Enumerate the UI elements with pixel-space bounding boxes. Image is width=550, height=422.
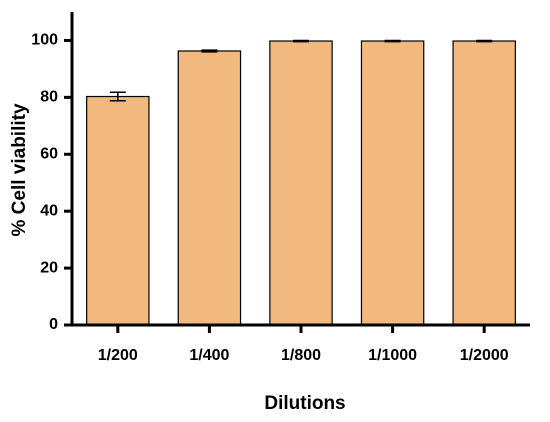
bar <box>177 50 242 326</box>
error-bar <box>293 39 309 43</box>
bar <box>452 40 516 326</box>
x-tick-label: 1/1000 <box>368 347 417 364</box>
y-tick-label: 100 <box>31 32 58 49</box>
bar <box>269 40 333 326</box>
y-tick-label: 0 <box>49 316 58 333</box>
x-tick-label: 1/800 <box>281 347 321 364</box>
error-bar <box>109 91 126 102</box>
y-tick-label: 80 <box>40 89 58 106</box>
x-tick-label: 1/2000 <box>460 347 509 364</box>
y-tick-label: 40 <box>40 202 58 219</box>
y-tick-label: 20 <box>40 259 58 276</box>
x-axis-title: Dilutions <box>264 393 345 414</box>
bar <box>360 40 425 326</box>
error-bar <box>476 39 493 43</box>
y-axis-title: % Cell viability <box>9 103 30 236</box>
bar <box>86 95 150 326</box>
y-tick-label: 60 <box>40 145 58 162</box>
error-bar <box>384 39 401 43</box>
x-tick-label: 1/200 <box>98 347 138 364</box>
error-bar <box>201 49 218 53</box>
x-tick-label: 1/400 <box>189 347 229 364</box>
